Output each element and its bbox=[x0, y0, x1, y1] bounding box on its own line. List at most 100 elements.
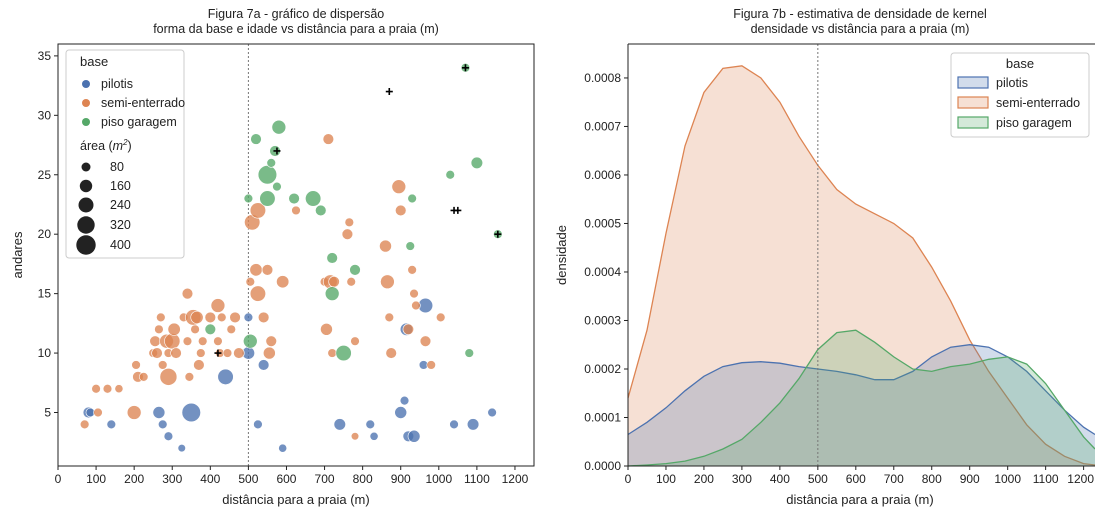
point-piso-garagem bbox=[272, 181, 282, 192]
point-pilotis bbox=[369, 431, 379, 441]
point-pilotis bbox=[152, 406, 166, 419]
point-semi-enterrado bbox=[380, 274, 395, 290]
point-semi-enterrado bbox=[193, 359, 205, 371]
point-pilotis bbox=[257, 359, 270, 371]
point-semi-enterrado bbox=[131, 360, 141, 370]
y-tick-label: 30 bbox=[38, 108, 52, 122]
point-piso-garagem bbox=[326, 252, 338, 264]
point-semi-enterrado bbox=[149, 335, 161, 347]
point-semi-enterrado bbox=[249, 202, 266, 219]
point-semi-enterrado bbox=[291, 205, 301, 216]
y-tick-label: 25 bbox=[38, 168, 52, 182]
point-semi-enterrado bbox=[263, 346, 276, 360]
point-semi-enterrado bbox=[245, 277, 256, 287]
point-pilotis bbox=[163, 431, 174, 441]
point-semi-enterrado bbox=[204, 311, 217, 324]
x-tick-label: 600 bbox=[846, 472, 866, 486]
point-piso-garagem bbox=[204, 323, 217, 335]
x-tick-label: 900 bbox=[391, 472, 411, 486]
y-tick-label: 15 bbox=[38, 287, 52, 301]
y-tick-label: 0.0008 bbox=[584, 71, 621, 85]
point-semi-enterrado bbox=[170, 347, 182, 359]
legend-marker-semi-enterrado bbox=[82, 99, 90, 107]
highlight-marker bbox=[454, 206, 462, 214]
y-tick-label: 0.0006 bbox=[584, 168, 621, 182]
scatter-legend-piso-garagem: piso garagem bbox=[101, 115, 177, 129]
point-semi-enterrado bbox=[409, 288, 419, 299]
x-tick-label: 800 bbox=[353, 472, 373, 486]
point-semi-enterrado bbox=[261, 264, 274, 276]
x-tick-label: 900 bbox=[960, 472, 980, 486]
scatter-points bbox=[79, 63, 503, 453]
point-semi-enterrado bbox=[156, 312, 166, 323]
point-semi-enterrado bbox=[327, 348, 337, 358]
point-semi-enterrado bbox=[158, 360, 168, 370]
point-semi-enterrado bbox=[341, 228, 354, 240]
kde-legend-semi-enterrado: semi-enterrado bbox=[996, 96, 1080, 110]
point-semi-enterrado bbox=[182, 336, 193, 346]
point-semi-enterrado bbox=[114, 384, 124, 394]
scatter-x-axis-label: distância para a praia (m) bbox=[222, 492, 369, 507]
point-semi-enterrado bbox=[198, 336, 208, 346]
point-semi-enterrado bbox=[233, 347, 245, 359]
y-tick-label: 10 bbox=[38, 346, 52, 360]
y-tick-label: 0.0005 bbox=[584, 216, 621, 230]
point-piso-garagem bbox=[271, 119, 287, 135]
point-piso-garagem bbox=[243, 333, 258, 349]
point-semi-enterrado bbox=[411, 300, 421, 311]
size-legend-label: 240 bbox=[110, 198, 131, 212]
kde-legend-swatch-piso-garagem bbox=[957, 116, 989, 129]
point-semi-enterrado bbox=[210, 298, 226, 313]
point-pilotis bbox=[217, 368, 234, 385]
kde-subtitle: densidade vs distância para a praia (m) bbox=[751, 22, 970, 36]
kde-legend-swatch-semi-enterrado bbox=[957, 96, 989, 109]
size-legend-label: 320 bbox=[110, 218, 131, 232]
size-legend-marker bbox=[77, 216, 95, 234]
kde-legend-swatch-pilotis bbox=[957, 76, 989, 89]
point-piso-garagem bbox=[324, 286, 340, 301]
point-semi-enterrado bbox=[426, 360, 436, 370]
point-piso-garagem bbox=[464, 348, 474, 358]
x-tick-label: 400 bbox=[770, 472, 790, 486]
point-semi-enterrado bbox=[346, 277, 356, 287]
kde-legend-title: base bbox=[1006, 56, 1034, 71]
highlight-marker bbox=[214, 349, 222, 357]
point-semi-enterrado bbox=[322, 133, 335, 145]
point-piso-garagem bbox=[257, 165, 278, 185]
legend-marker-pilotis bbox=[82, 80, 90, 88]
kde-legend: base pilotis semi-enterrado piso garagem bbox=[950, 52, 1090, 138]
point-semi-enterrado bbox=[395, 204, 407, 217]
point-semi-enterrado bbox=[164, 333, 181, 350]
point-pilotis bbox=[158, 419, 168, 430]
x-tick-label: 700 bbox=[884, 472, 904, 486]
kde-line-piso-garagem bbox=[627, 329, 1095, 467]
point-semi-enterrado bbox=[154, 324, 164, 334]
point-piso-garagem bbox=[315, 204, 327, 217]
point-piso-garagem bbox=[445, 170, 455, 180]
point-semi-enterrado bbox=[402, 323, 415, 335]
point-semi-enterrado bbox=[79, 419, 90, 430]
point-semi-enterrado bbox=[102, 384, 113, 394]
size-legend-marker bbox=[79, 179, 93, 193]
highlight-marker bbox=[494, 230, 502, 238]
point-semi-enterrado bbox=[167, 322, 181, 336]
kde-areas bbox=[627, 44, 1095, 467]
point-pilotis bbox=[365, 419, 375, 430]
point-semi-enterrado bbox=[379, 239, 392, 253]
kde-line-semi-enterrado bbox=[627, 65, 1095, 466]
x-tick-label: 1200 bbox=[502, 472, 529, 486]
point-semi-enterrado bbox=[126, 405, 142, 420]
y-tick-label: 0.0000 bbox=[584, 459, 621, 473]
point-piso-garagem bbox=[259, 190, 276, 207]
point-piso-garagem bbox=[288, 192, 300, 205]
x-tick-label: 100 bbox=[656, 472, 676, 486]
y-tick-label: 0.0001 bbox=[584, 410, 621, 424]
point-semi-enterrado bbox=[344, 217, 355, 228]
scatter-title: Figura 7a - gráfico de dispersão bbox=[208, 7, 385, 21]
point-semi-enterrado bbox=[407, 265, 417, 275]
kde-ticks: 0 100 200 300 400 500 600 700 800 900 1000 1100 1200… bbox=[584, 71, 1094, 486]
point-semi-enterrado bbox=[226, 324, 236, 334]
y-tick-label: 0.0004 bbox=[584, 265, 621, 279]
scatter-chart: Figura 7a - gráfico de dispersão forma d… bbox=[10, 7, 535, 507]
point-pilotis bbox=[394, 406, 408, 419]
